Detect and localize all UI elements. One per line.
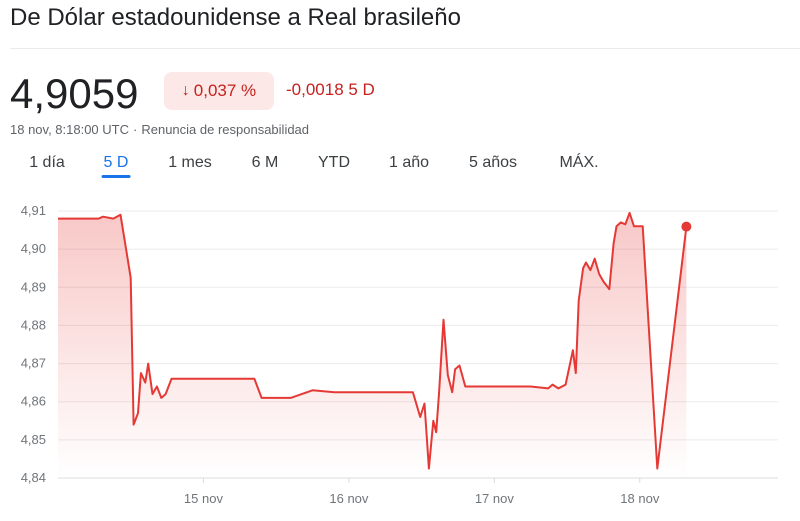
tab-6-m[interactable]: 6 M xyxy=(251,154,279,171)
absolute-change: -0,0018 5 D xyxy=(286,80,375,99)
header-divider xyxy=(10,48,800,49)
x-tick-label: 17 nov xyxy=(475,491,515,506)
percent-change-value: 0,037 % xyxy=(193,81,257,100)
current-price: 4,9059 xyxy=(10,70,139,117)
meta-separator: · xyxy=(133,122,138,137)
y-tick-label: 4,87 xyxy=(21,356,46,371)
tab-5-d[interactable]: 5 D xyxy=(101,154,131,178)
quote-meta: 18 nov, 8:18:00 UTC · Renuncia de responsa… xyxy=(10,122,309,137)
y-tick-label: 4,88 xyxy=(21,317,46,332)
tab-5-anos[interactable]: 5 años xyxy=(468,154,518,171)
y-axis: 4,91 4,90 4,89 4,88 4,87 4,86 4,85 4,84 xyxy=(21,203,46,485)
arrow-down-icon: ↓ xyxy=(181,82,190,99)
y-tick-label: 4,85 xyxy=(21,432,46,447)
percent-change-badge: ↓ 0,037 % xyxy=(164,72,274,110)
disclaimer-link[interactable]: Renuncia de responsabilidad xyxy=(141,122,310,137)
y-tick-label: 4,90 xyxy=(21,241,46,256)
y-tick-label: 4,91 xyxy=(21,203,46,218)
x-tick-label: 18 nov xyxy=(620,491,660,506)
tab-max[interactable]: MÁX. xyxy=(559,154,599,171)
x-tick-label: 16 nov xyxy=(329,491,369,506)
price-line xyxy=(58,211,688,470)
price-chart[interactable]: 4,914,904,894,884,874,864,854,84 15 nov 1… xyxy=(0,195,800,521)
y-tick-label: 4,84 xyxy=(21,470,46,485)
price-area xyxy=(58,212,687,478)
last-price-dot[interactable] xyxy=(681,221,692,232)
page-title: De Dólar estadounidense a Real brasileño xyxy=(10,4,461,31)
tab-1-mes[interactable]: 1 mes xyxy=(168,154,212,171)
y-tick-label: 4,86 xyxy=(21,394,46,409)
tab-ytd[interactable]: YTD xyxy=(318,154,350,171)
range-tabs: 1 día 5 D 1 mes 6 M YTD 1 año 5 años MÁX… xyxy=(0,150,800,180)
x-tick-label: 15 nov xyxy=(184,491,224,506)
tab-1-dia[interactable]: 1 día xyxy=(29,154,65,171)
y-tick-label: 4,89 xyxy=(21,279,46,294)
x-axis: 15 nov 16 nov 17 nov 18 nov xyxy=(184,478,660,506)
quote-timestamp: 18 nov, 8:18:00 UTC xyxy=(10,122,129,137)
tab-1-ano[interactable]: 1 año xyxy=(388,154,430,171)
